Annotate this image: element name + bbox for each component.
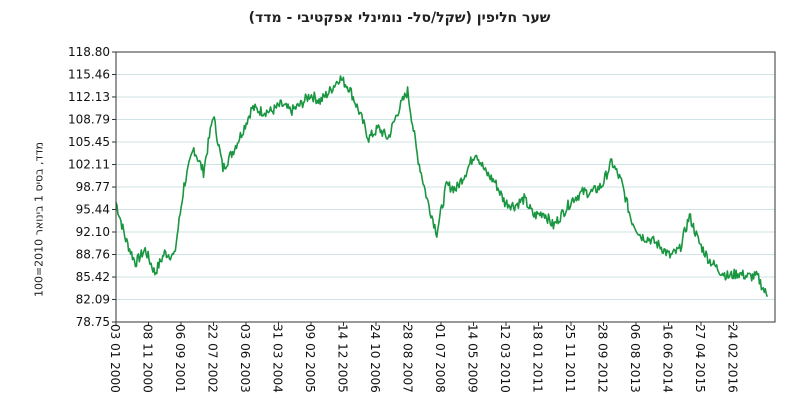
x-tick-label: 06 09 2001	[173, 324, 187, 393]
x-tick-label: 03 06 2003	[238, 324, 252, 393]
y-tick-label: 82.09	[76, 292, 110, 306]
y-tick-label: 85.42	[76, 270, 110, 284]
y-tick-label: 105.45	[68, 135, 110, 149]
x-tick-label: 22 07 2002	[206, 324, 220, 393]
x-tick-label: 14 12 2005	[336, 324, 350, 393]
plot-frame	[115, 51, 776, 323]
x-tick-label: 31 03 2004	[271, 324, 285, 393]
y-tick-label: 102.11	[68, 158, 110, 172]
x-tick-label: 16 06 2014	[661, 324, 675, 393]
y-tick-label: 118.80	[68, 45, 110, 59]
x-tick-label: 01 07 2008	[433, 324, 447, 393]
x-tick-label: 06 08 2013	[628, 324, 642, 393]
x-tick-label: 28 08 2007	[401, 324, 415, 393]
series-line	[115, 75, 768, 297]
x-tick-label: 25 11 2011	[563, 324, 577, 393]
x-tick-label: 24 10 2006	[368, 324, 382, 393]
x-tick-label: 12 03 2010	[498, 324, 512, 393]
x-tick-label: 28 09 2012	[596, 324, 610, 393]
x-tick-label: 08 11 2000	[141, 324, 155, 393]
y-tick-label: 92.10	[76, 225, 110, 239]
x-tick-label: 14 05 2009	[466, 324, 480, 393]
x-tick-label: 24 02 2016	[726, 324, 740, 393]
y-tick-label: 115.46	[68, 68, 110, 82]
y-tick-label: 88.76	[76, 248, 110, 262]
x-tick-label: 27 04 2015	[693, 324, 707, 393]
y-tick-label: 108.79	[68, 112, 110, 126]
y-tick-label: 112.13	[68, 90, 110, 104]
y-axis-ticks: 118.80 115.46 112.13 108.79 105.45 102.11 98.7…	[68, 45, 116, 329]
x-axis-ticks: 03 01 2000 08 11 2000 06 09 2001 22 07 2002…	[108, 322, 740, 393]
x-tick-label: 03 01 2000	[108, 324, 122, 393]
x-tick-label: 18 01 2011	[531, 324, 545, 393]
x-tick-label: 09 02 2005	[303, 324, 317, 393]
y-tick-label: 78.75	[76, 315, 110, 329]
y-tick-label: 98.77	[76, 180, 110, 194]
y-tick-label: 95.44	[76, 202, 110, 216]
chart-title: שער חליפין (שקל/סל- נומינלי אפקטיבי - מד…	[248, 10, 551, 26]
